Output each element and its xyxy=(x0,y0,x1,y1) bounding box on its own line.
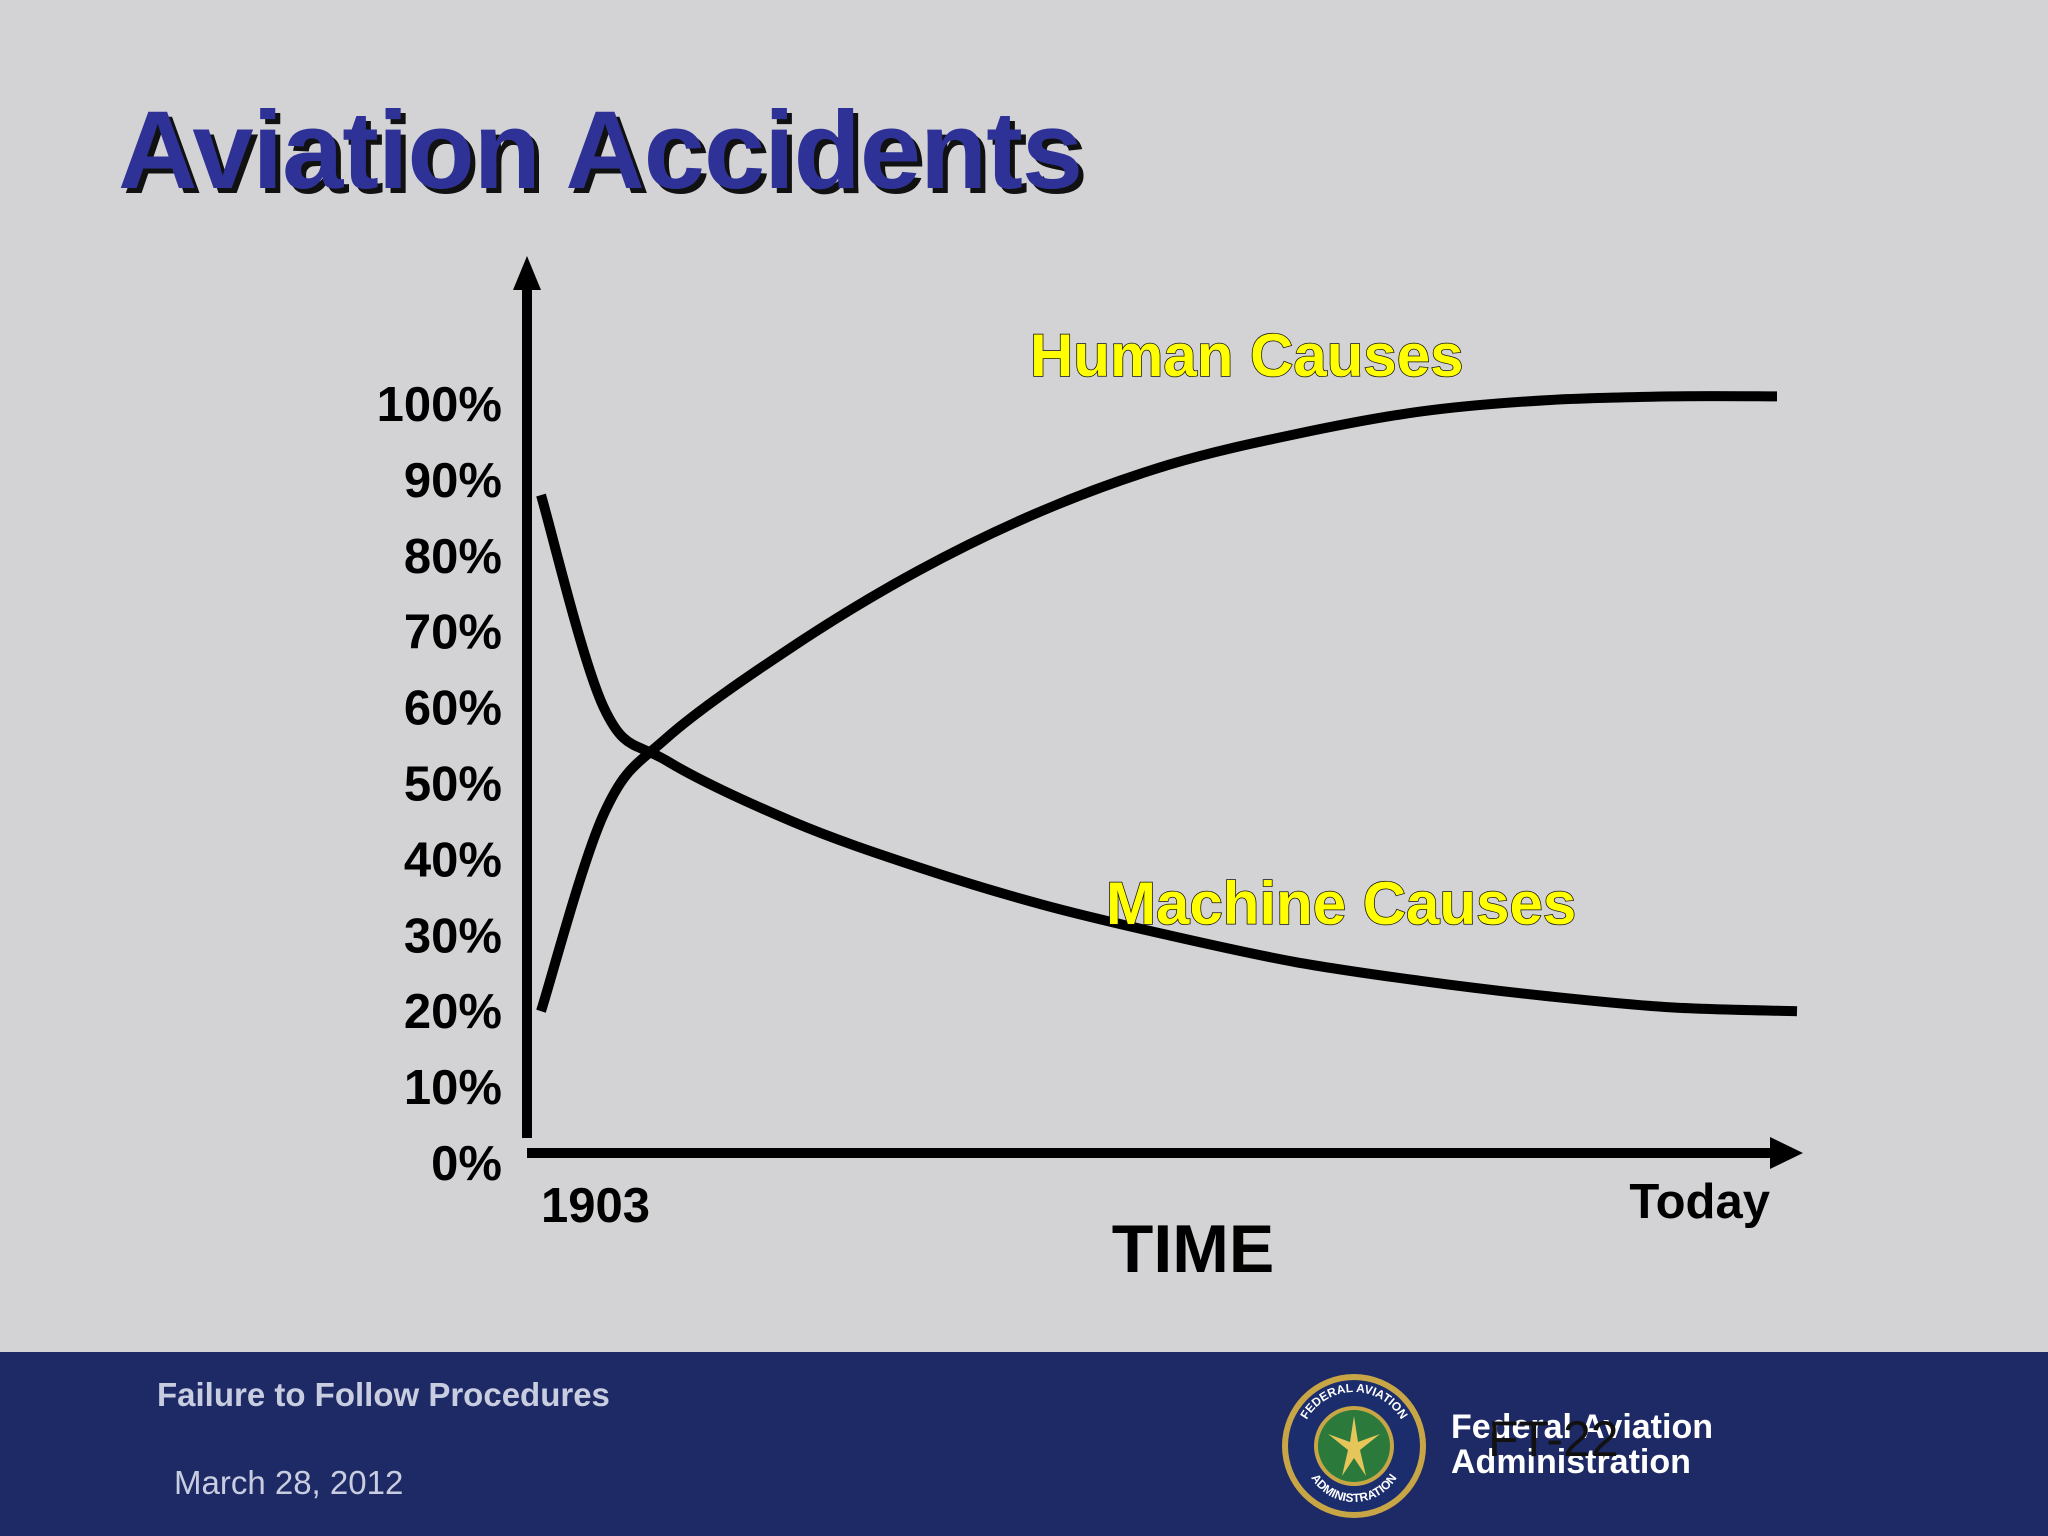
y-tick-label: 70% xyxy=(404,606,502,660)
y-tick-label: 30% xyxy=(404,909,502,963)
series-label-human-causes: Human Causes xyxy=(1030,322,1463,389)
chart-series xyxy=(536,391,1798,1017)
y-tick-label: 100% xyxy=(377,378,502,432)
agency-name-line2: Administration xyxy=(1451,1443,1691,1481)
y-tick-label: 20% xyxy=(404,985,502,1039)
agency-name: Federal Aviation Administration xyxy=(1451,1410,1713,1480)
y-tick-label: 10% xyxy=(404,1061,502,1115)
series-line-machine-causes xyxy=(536,493,1798,1017)
y-tick-label: 40% xyxy=(404,833,502,887)
y-axis-arrowhead xyxy=(513,256,541,290)
y-tick-label: 80% xyxy=(404,530,502,584)
x-tick-start: 1903 xyxy=(541,1179,650,1233)
agency-name-line1: Federal Aviation xyxy=(1451,1408,1713,1446)
footer-bar: Failure to Follow Procedures March 28, 2… xyxy=(0,1352,2048,1536)
series-label-machine-causes: Machine Causes xyxy=(1106,870,1576,937)
chart-axes xyxy=(513,256,1803,1169)
slide-number: FT-22 xyxy=(1488,1411,1619,1467)
footer-date: March 28, 2012 xyxy=(174,1464,404,1501)
x-axis-arrowhead xyxy=(1770,1137,1803,1169)
footer-course-title: Failure to Follow Procedures xyxy=(157,1376,610,1413)
x-axis-title: TIME xyxy=(1112,1211,1274,1287)
y-tick-label: 90% xyxy=(404,454,502,508)
slide-title: Aviation Accidents xyxy=(118,89,1083,212)
faa-seal-icon: FEDERAL AVIATION ADMINISTRATION xyxy=(1282,1374,1426,1518)
y-tick-label: 50% xyxy=(404,758,502,812)
accidents-chart: 100% 90% 80% 70% 60% 50% 40% 30% 20% 10% 0% Human … xyxy=(377,256,1803,1287)
x-tick-end: Today xyxy=(1629,1175,1770,1229)
y-tick-label: 0% xyxy=(431,1137,502,1191)
y-tick-label: 60% xyxy=(404,682,502,736)
series-labels: Human Causes Machine Causes xyxy=(1029,321,1577,938)
y-tick-labels: 100% 90% 80% 70% 60% 50% 40% 30% 20% 10% 0% xyxy=(377,378,502,1191)
